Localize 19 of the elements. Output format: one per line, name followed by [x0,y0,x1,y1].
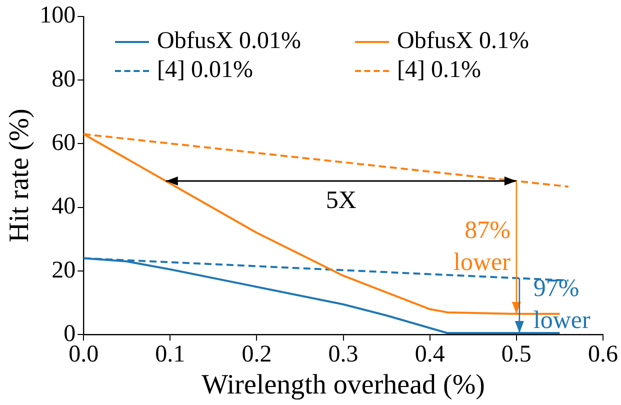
x-axis-title: Wirelength overhead (%) [202,370,486,401]
x-tick-label: 0.4 [414,341,445,368]
legend-label: ObfusX 0.01% [157,28,301,55]
y-tick-label: 60 [52,130,76,156]
x-tick-label: 0.1 [155,341,186,368]
x-tick-label: 0.3 [328,341,358,368]
annotation: 87% lower [454,217,512,276]
y-tick-label: 40 [52,194,76,220]
y-tick-label: 80 [52,66,76,92]
annotation: 5X [326,187,356,214]
x-tick-label: 0.5 [501,341,532,368]
y-axis-title: Hit rate (%) [4,108,36,242]
y-tick-label: 100 [40,2,76,29]
y-tick-label: 20 [52,257,76,284]
legend-label: [4] 0.01% [157,57,253,84]
legend-label: ObfusX 0.1% [397,28,529,55]
x-tick-label: 0.2 [242,341,272,368]
x-tick-label: 0.6 [588,341,618,368]
legend-label: [4] 0.1% [397,57,481,84]
